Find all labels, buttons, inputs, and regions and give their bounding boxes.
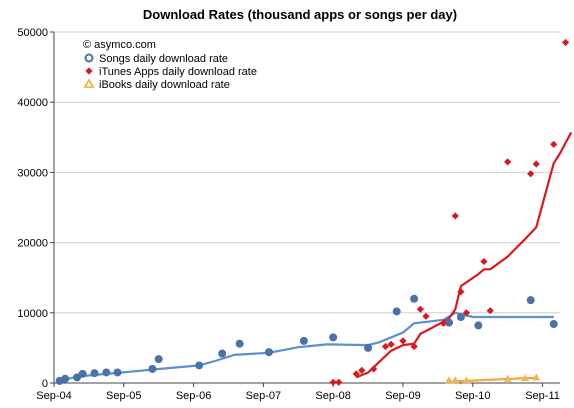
x-tick-label: Sep-04 <box>36 390 71 402</box>
apps-legend-label: iTunes Apps daily download rate <box>99 66 257 78</box>
songs-point <box>329 333 338 342</box>
x-tick-label: Sep-05 <box>106 390 141 402</box>
apps-point <box>416 305 425 313</box>
y-tick-label: 40000 <box>17 97 48 109</box>
legend: © asymco.com Songs daily download rateiT… <box>83 39 257 91</box>
apps-point <box>451 212 459 220</box>
x-tick-label: Sep-07 <box>246 390 281 402</box>
songs-point <box>78 369 87 378</box>
songs-point <box>235 339 244 348</box>
apps-point <box>381 342 390 351</box>
x-tick-label: Sep-11 <box>525 390 560 402</box>
apps-trend-line <box>355 131 573 379</box>
songs-point <box>90 369 99 378</box>
songs-point <box>526 296 535 305</box>
songs-point <box>456 313 465 322</box>
apps-point <box>329 378 337 386</box>
ibooks-trend-line <box>448 377 537 383</box>
ibooks-point <box>532 373 541 381</box>
songs-point <box>410 294 419 303</box>
songs-point <box>445 318 454 327</box>
apps-point <box>335 378 343 386</box>
apps-point <box>561 38 570 47</box>
songs-point <box>218 349 227 358</box>
ibooks-legend-label: iBooks daily download rate <box>99 79 230 91</box>
apps-point <box>387 340 395 348</box>
songs-point <box>195 361 204 370</box>
apps-point <box>422 312 430 320</box>
x-tick-label: Sep-10 <box>455 390 490 402</box>
y-tick-label: 20000 <box>17 238 48 250</box>
x-tick-labels: Sep-04 Sep-05 Sep-06 Sep-07 Sep-08 Sep-09 Sep-… <box>36 390 560 402</box>
copyright-annotation: © asymco.com <box>83 39 156 51</box>
songs-point <box>299 336 308 345</box>
apps-point <box>399 337 407 345</box>
apps-point <box>480 257 488 266</box>
ibooks-point <box>521 374 530 382</box>
ibooks-legend-marker <box>83 78 95 88</box>
apps-point <box>532 160 540 168</box>
apps-point <box>462 309 471 317</box>
apps-point <box>486 307 494 315</box>
songs-point <box>264 348 273 357</box>
x-tick-label: Sep-09 <box>385 390 420 402</box>
axes <box>50 31 560 387</box>
y-tick-labels: 0 10000 20000 30000 40000 50000 <box>17 27 48 390</box>
songs-point <box>392 307 401 316</box>
apps-point <box>550 140 558 148</box>
apps-legend-marker <box>85 67 93 75</box>
gridlines <box>54 31 560 314</box>
ibooks-point <box>503 374 512 382</box>
y-tick-label: 10000 <box>17 308 48 320</box>
apps-point <box>527 170 535 178</box>
songs-point <box>154 355 163 364</box>
ibooks-point <box>445 376 454 384</box>
apps-point <box>358 366 366 374</box>
apps-point <box>457 288 465 296</box>
songs-legend-marker <box>84 53 94 63</box>
x-tick-label: Sep-08 <box>315 390 350 402</box>
y-tick-label: 0 <box>42 378 48 390</box>
songs-point <box>474 321 483 330</box>
y-tick-label: 30000 <box>17 167 48 179</box>
series-points <box>55 38 570 386</box>
y-tick-label: 50000 <box>17 27 48 39</box>
apps-point <box>410 342 418 351</box>
songs-point <box>102 368 111 377</box>
songs-point <box>148 364 157 373</box>
chart-title: Download Rates (thousand apps or songs p… <box>143 7 457 22</box>
ibooks-point <box>451 376 460 384</box>
apps-point <box>370 365 378 373</box>
songs-point <box>113 368 122 377</box>
songs-legend-label: Songs daily download rate <box>99 53 228 65</box>
songs-point <box>549 320 558 329</box>
ibooks-point <box>462 376 471 384</box>
apps-point <box>439 319 448 327</box>
x-tick-label: Sep-06 <box>176 390 211 402</box>
songs-point <box>61 374 70 383</box>
apps-point <box>352 370 360 378</box>
songs-point <box>364 343 373 352</box>
apps-point <box>504 158 512 166</box>
